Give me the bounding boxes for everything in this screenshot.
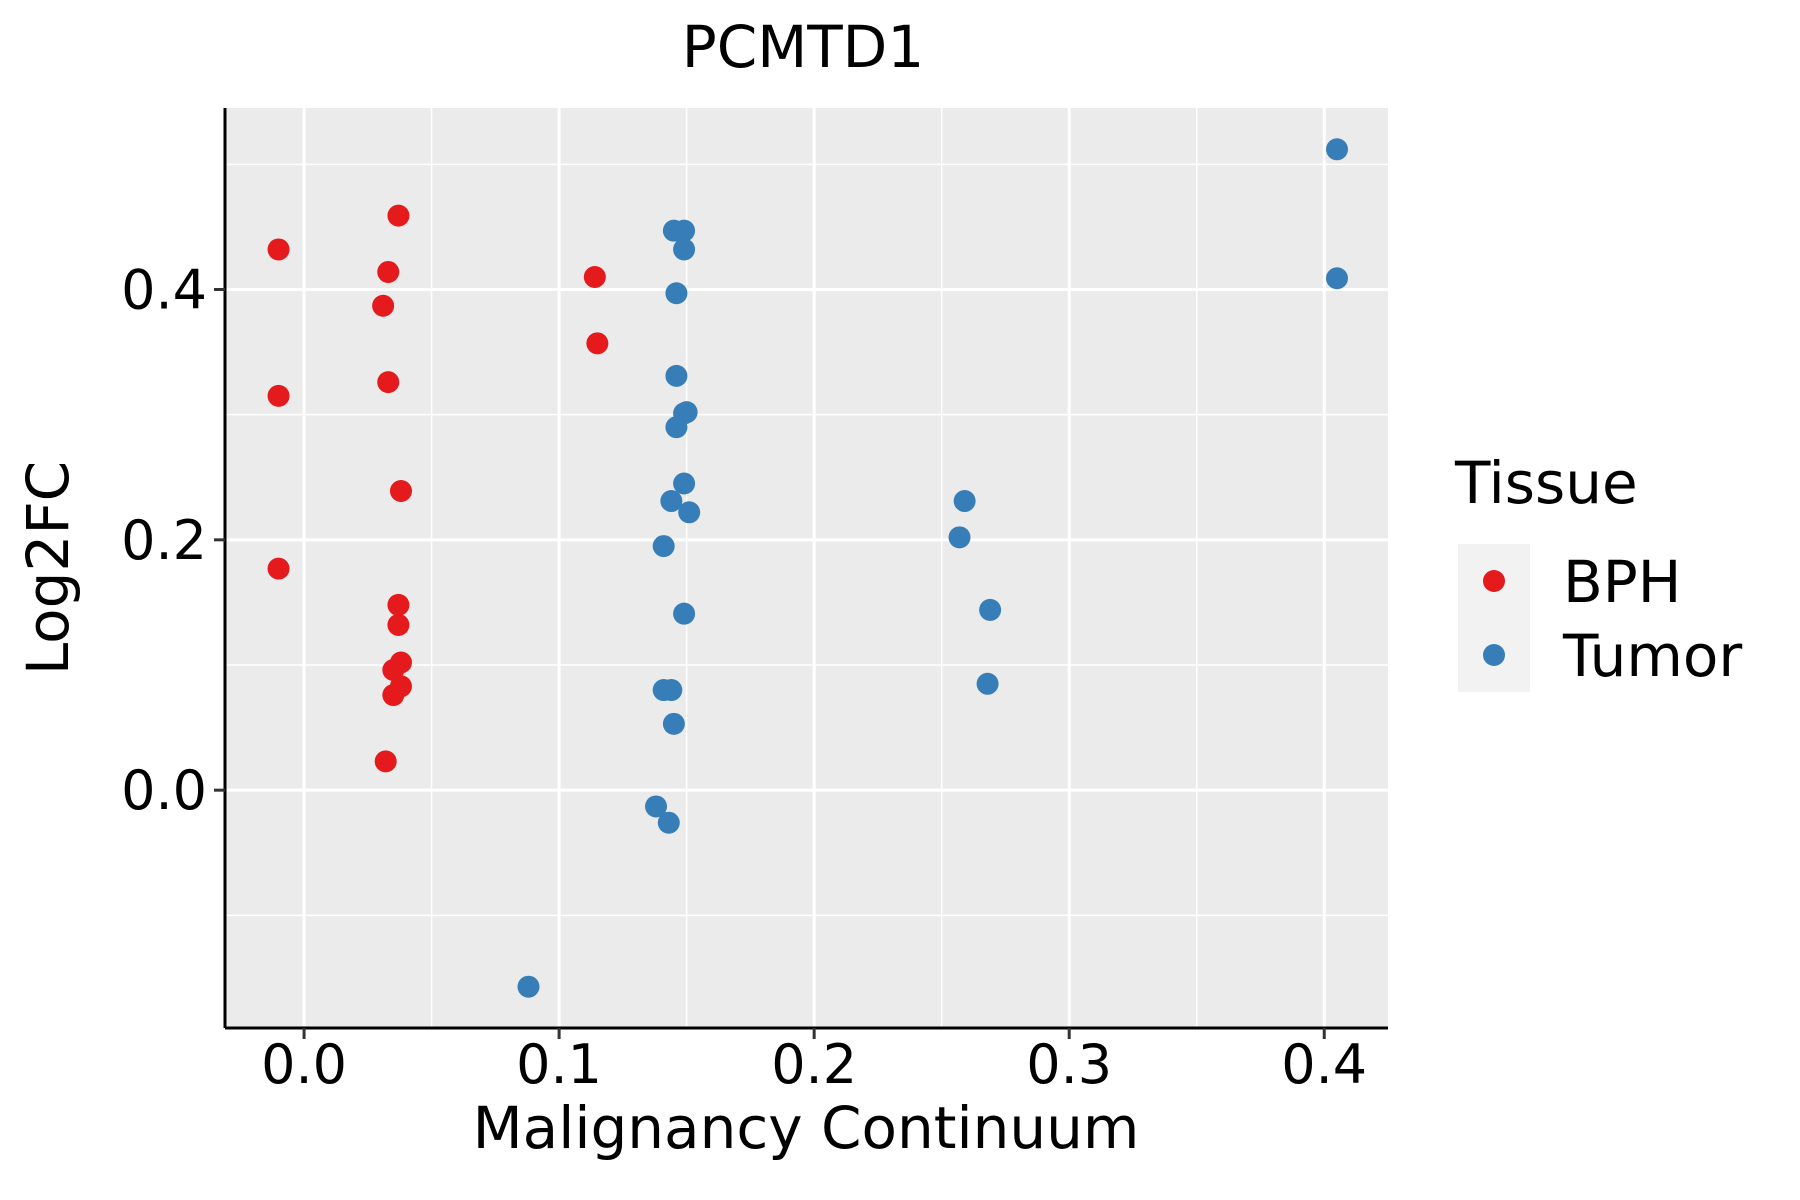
legend-title: Tissue (1454, 449, 1638, 517)
data-point-bph (382, 684, 405, 707)
legend-key-bg (1458, 544, 1530, 692)
legend-key-bph (1483, 570, 1505, 592)
x-tick-label: 0.4 (1281, 1033, 1367, 1096)
x-tick-label: 0.3 (1026, 1033, 1112, 1096)
data-point-tumor (976, 672, 999, 695)
data-point-tumor (673, 472, 696, 495)
x-axis-ticks: 0.0 0.1 0.2 0.3 0.4 (261, 1028, 1367, 1096)
data-point-tumor (665, 416, 688, 439)
data-point-tumor (678, 501, 701, 524)
data-point-tumor (665, 364, 688, 387)
x-tick-label: 0.2 (771, 1033, 857, 1096)
data-point-tumor (657, 811, 680, 834)
data-point-tumor (652, 535, 675, 558)
y-tick-label: 0.0 (121, 759, 207, 822)
data-point-tumor (979, 598, 1002, 621)
y-axis-ticks: 0.0 0.2 0.4 (121, 258, 225, 822)
data-point-tumor (953, 490, 976, 513)
data-point-bph (586, 332, 609, 355)
x-axis-label: Malignancy Continuum (473, 1094, 1140, 1162)
legend: Tissue BPH Tumor (1454, 449, 1742, 692)
data-point-tumor (1325, 267, 1348, 290)
data-point-tumor (673, 602, 696, 625)
data-point-tumor (673, 238, 696, 261)
legend-label-tumor: Tumor (1562, 622, 1742, 690)
y-axis-label: Log2FC (14, 461, 82, 675)
data-point-tumor (665, 282, 688, 305)
x-tick-label: 0.1 (516, 1033, 602, 1096)
data-point-bph (374, 750, 397, 773)
data-point-bph (377, 260, 400, 283)
x-tick-label: 0.0 (261, 1033, 347, 1096)
legend-label-bph: BPH (1563, 548, 1681, 616)
data-point-bph (387, 613, 410, 636)
plot-panel (225, 108, 1388, 1028)
data-point-tumor (662, 712, 685, 735)
data-point-bph (267, 557, 290, 580)
data-point-tumor (645, 795, 668, 818)
data-point-tumor (948, 526, 971, 549)
data-point-bph (389, 480, 412, 503)
major-gridlines (225, 108, 1388, 1028)
data-point-tumor (660, 679, 683, 702)
data-point-bph (387, 593, 410, 616)
data-point-bph (583, 265, 606, 288)
data-point-bph (377, 371, 400, 394)
data-point-tumor (673, 219, 696, 242)
y-tick-label: 0.2 (121, 509, 207, 572)
data-point-bph (372, 294, 395, 317)
data-point-bph (267, 384, 290, 407)
y-tick-label: 0.4 (121, 258, 207, 321)
data-point-tumor (1325, 138, 1348, 161)
data-points (267, 138, 1348, 998)
legend-key-tumor (1483, 644, 1505, 666)
data-point-tumor (517, 975, 540, 998)
chart-title: PCMTD1 (682, 13, 925, 81)
minor-gridlines (225, 108, 1388, 1028)
data-point-tumor (660, 490, 683, 513)
data-point-bph (267, 238, 290, 261)
data-point-bph (387, 204, 410, 227)
